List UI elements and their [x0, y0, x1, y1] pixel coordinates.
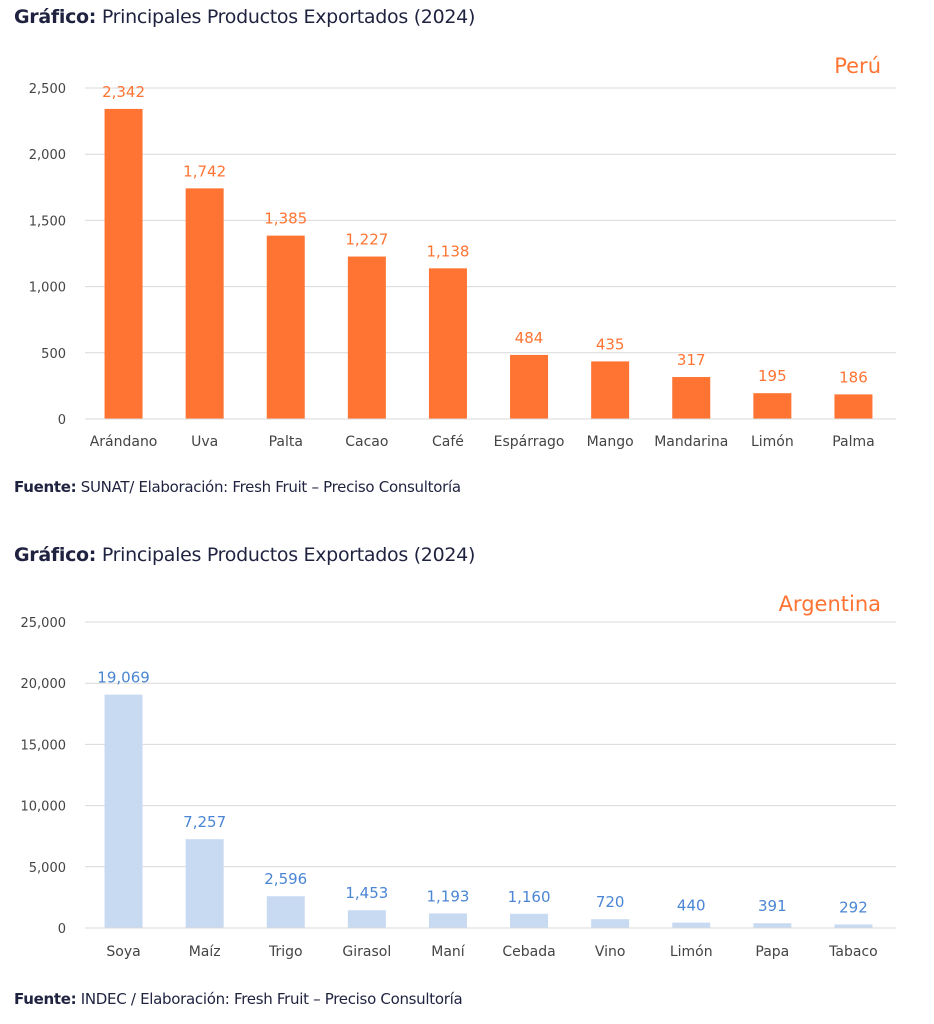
- data-label: 1,160: [508, 888, 551, 906]
- bar: [834, 394, 873, 419]
- y-tick-label: 1,500: [29, 214, 66, 229]
- data-label: 195: [758, 367, 787, 385]
- bar: [104, 694, 143, 928]
- heading-text: Principales Productos Exportados (2024): [96, 544, 476, 566]
- bar: [428, 913, 467, 928]
- bar: [753, 923, 792, 928]
- data-label: 1,138: [426, 242, 469, 260]
- bar: [672, 922, 711, 928]
- data-label: 7,257: [183, 813, 226, 831]
- data-label: 2,596: [264, 870, 307, 888]
- data-label: 440: [677, 897, 706, 915]
- heading-label: Gráfico:: [14, 6, 97, 28]
- data-label: 435: [596, 335, 625, 353]
- y-tick-label: 5,000: [29, 861, 66, 876]
- data-label: 317: [677, 351, 706, 369]
- source-text: SUNAT/ Elaboración: Fresh Fruit – Precis…: [76, 478, 461, 496]
- x-tick-label: Palta: [269, 434, 303, 450]
- chart-heading-argentina: Gráfico: Principales Productos Exportado…: [14, 544, 475, 566]
- y-tick-label: 15,000: [21, 738, 67, 753]
- y-tick-label: 10,000: [21, 800, 67, 815]
- data-label: 720: [596, 893, 625, 911]
- x-tick-label: Girasol: [342, 944, 391, 960]
- y-tick-label: 2,500: [29, 82, 66, 97]
- bar: [185, 839, 224, 928]
- bar-chart-peru: 0 500 1,000 1,500 2,000 2,500 Perú 2,342 Arándan…: [29, 54, 896, 450]
- bar: [753, 393, 792, 419]
- x-tick-label: Arándano: [90, 434, 158, 450]
- y-tick-label: 2,000: [29, 148, 66, 163]
- y-tick-label: 0: [58, 922, 66, 937]
- x-tick-label: Espárrago: [494, 434, 565, 450]
- chart-heading-peru: Gráfico: Principales Productos Exportado…: [14, 6, 475, 28]
- country-label: Perú: [834, 54, 881, 78]
- heading-text: Principales Productos Exportados (2024): [96, 6, 476, 28]
- bar: [428, 268, 467, 419]
- bar: [347, 256, 386, 419]
- data-label: 1,193: [426, 887, 469, 905]
- data-label: 1,742: [183, 162, 226, 180]
- bar: [185, 188, 224, 419]
- bar: [591, 361, 630, 419]
- data-label: 484: [515, 329, 544, 347]
- bar: [266, 235, 305, 419]
- x-tick-label: Mandarina: [654, 434, 728, 450]
- data-label: 1,227: [345, 231, 388, 249]
- x-tick-label: Tabaco: [828, 944, 878, 960]
- y-tick-label: 500: [41, 347, 66, 362]
- x-tick-label: Cebada: [502, 944, 555, 960]
- data-label: 292: [839, 898, 868, 916]
- chart-source-argentina: Fuente: INDEC / Elaboración: Fresh Fruit…: [14, 990, 463, 1008]
- x-tick-label: Mango: [587, 434, 634, 450]
- bar: [104, 108, 143, 420]
- x-tick-label: Limón: [670, 944, 713, 960]
- data-label: 391: [758, 897, 787, 915]
- bar-chart-argentina: 0 5,000 10,000 15,000 20,000 25,000 Argentina 1…: [21, 592, 896, 960]
- x-tick-label: Palma: [832, 434, 875, 450]
- data-label: 1,453: [345, 884, 388, 902]
- y-tick-label: 25,000: [21, 616, 67, 631]
- data-label: 2,342: [102, 83, 145, 101]
- heading-label: Gráfico:: [14, 544, 97, 566]
- y-tick-label: 20,000: [21, 677, 67, 692]
- bar: [510, 913, 549, 928]
- x-tick-label: Trigo: [268, 944, 303, 960]
- data-label: 1,385: [264, 210, 307, 228]
- data-label: 19,069: [97, 669, 150, 687]
- x-tick-label: Vino: [595, 944, 626, 960]
- y-tick-label: 0: [58, 413, 66, 428]
- chart-source-peru: Fuente: SUNAT/ Elaboración: Fresh Fruit …: [14, 478, 461, 496]
- source-label: Fuente:: [14, 990, 77, 1008]
- y-tick-label: 1,000: [29, 281, 66, 296]
- bar: [510, 354, 549, 419]
- x-tick-label: Maíz: [189, 944, 221, 960]
- country-label: Argentina: [779, 592, 881, 616]
- data-label: 186: [839, 368, 868, 386]
- source-label: Fuente:: [14, 478, 77, 496]
- x-tick-label: Uva: [191, 434, 218, 450]
- source-text: INDEC / Elaboración: Fresh Fruit – Preci…: [76, 990, 463, 1008]
- bar: [266, 896, 305, 928]
- x-tick-label: Maní: [431, 944, 466, 960]
- x-tick-label: Limón: [751, 434, 794, 450]
- x-tick-label: Café: [432, 434, 464, 450]
- bar: [834, 924, 873, 928]
- bar: [347, 910, 386, 928]
- x-tick-label: Soya: [106, 944, 140, 960]
- bar: [591, 919, 630, 928]
- bar: [672, 377, 711, 419]
- x-tick-label: Cacao: [345, 434, 388, 450]
- x-tick-label: Papa: [755, 944, 789, 960]
